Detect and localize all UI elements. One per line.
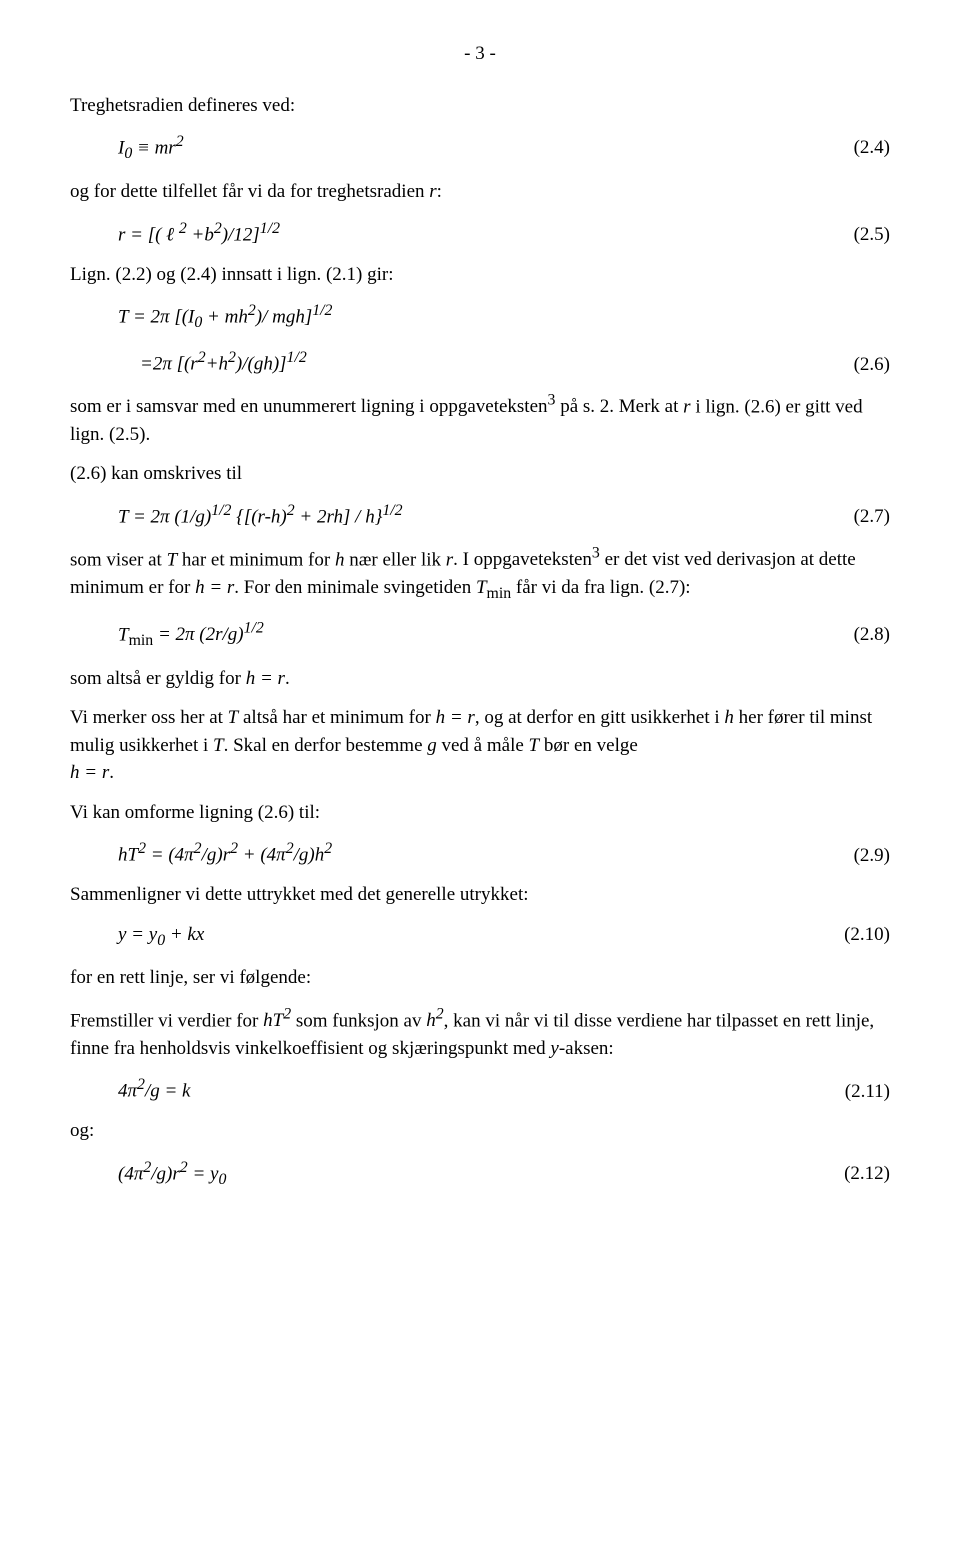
para-5: (2.6) kan omskrives til	[70, 460, 890, 488]
eq-number: (2.10)	[832, 921, 890, 949]
para-12: Fremstiller vi verdier for hT2 som funks…	[70, 1004, 890, 1062]
para-9: Vi kan omforme ligning (2.6) til:	[70, 799, 890, 827]
text: = 2π (2r/g)1/2	[153, 624, 264, 645]
text: h	[724, 707, 734, 728]
text: . For den minimale svingetiden	[234, 577, 476, 598]
equation-2-6a: T = 2π [(I0 + mh2)/ mgh]1/2	[70, 300, 890, 335]
text: r	[429, 181, 436, 202]
text: . Skal en derfor bestemme	[224, 735, 428, 756]
text: Vi merker oss her at	[70, 707, 228, 728]
text: g	[427, 735, 437, 756]
eq-number: (2.4)	[842, 134, 890, 162]
text: T	[476, 577, 487, 598]
text: :	[437, 181, 442, 202]
text: har et minimum for	[177, 549, 335, 570]
eq-body: T = 2π (1/g)1/2 {[(r-h)2 + 2rh] / h}1/2	[118, 500, 842, 531]
text: y	[550, 1038, 558, 1059]
text: som viser at	[70, 549, 167, 570]
page-number: - 3 -	[70, 40, 890, 68]
eq-number: (2.8)	[842, 621, 890, 649]
text: h = r	[246, 668, 285, 689]
para-4: som er i samsvar med en unummerert ligni…	[70, 390, 890, 448]
equation-2-4: I0 ≡ mr2 (2.4)	[70, 131, 890, 166]
eq-body: T = 2π [(I0 + mh2)/ mgh]1/2	[118, 300, 890, 335]
equation-2-11: 4π2/g = k (2.11)	[70, 1074, 890, 1105]
para-13: og:	[70, 1117, 890, 1145]
eq-body: =2π [(r2+h2)/(gh)]1/2	[140, 347, 842, 378]
equation-2-5: r = [( ℓ 2 +b2)/12]1/2 (2.5)	[70, 218, 890, 249]
para-11: for en rett linje, ser vi følgende:	[70, 964, 890, 992]
text: h = r	[195, 577, 234, 598]
text: altså har et minimum for	[238, 707, 435, 728]
text: r	[683, 396, 690, 417]
text: bør en velge	[539, 735, 638, 756]
text: .	[285, 668, 290, 689]
text: h = r	[436, 707, 475, 728]
text: får vi da fra lign. (2.7):	[511, 577, 690, 598]
text: som er i samsvar med en unummerert ligni…	[70, 396, 683, 417]
para-3: Lign. (2.2) og (2.4) innsatt i lign. (2.…	[70, 261, 890, 289]
text: og for dette tilfellet får vi da for tre…	[70, 181, 429, 202]
equation-2-8: Tmin = 2π (2r/g)1/2 (2.8)	[70, 618, 890, 653]
eq-number: (2.5)	[842, 221, 890, 249]
text: T	[529, 735, 540, 756]
text: nær eller lik	[344, 549, 445, 570]
eq-body: hT2 = (4π2/g)r2 + (4π2/g)h2	[118, 838, 842, 869]
text: min	[487, 585, 512, 602]
text: Fremstiller vi verdier for	[70, 1010, 263, 1031]
para-2: og for dette tilfellet får vi da for tre…	[70, 178, 890, 206]
text: -aksen:	[559, 1038, 614, 1059]
para-10: Sammenligner vi dette uttrykket med det …	[70, 881, 890, 909]
equation-2-6b: =2π [(r2+h2)/(gh)]1/2 (2.6)	[70, 347, 890, 378]
eq-body: r = [( ℓ 2 +b2)/12]1/2	[118, 218, 842, 249]
text: ved å måle	[437, 735, 529, 756]
text: T	[213, 735, 224, 756]
para-8: Vi merker oss her at T altså har et mini…	[70, 704, 890, 787]
eq-body: y = y0 + kx	[118, 921, 832, 953]
equation-2-12: (4π2/g)r2 = y0 (2.12)	[70, 1157, 890, 1192]
eq-body: Tmin = 2π (2r/g)1/2	[118, 618, 842, 653]
eq-number: (2.12)	[832, 1160, 890, 1188]
eq-number: (2.11)	[833, 1078, 890, 1106]
para-6: som viser at T har et minimum for h nær …	[70, 543, 890, 606]
text: , og at derfor en gitt usikkerhet i	[475, 707, 725, 728]
text: min	[129, 632, 154, 649]
eq-body: 4π2/g = k	[118, 1074, 833, 1105]
text: h2	[426, 1010, 443, 1031]
eq-number: (2.7)	[842, 503, 890, 531]
text: som altså er gyldig for	[70, 668, 246, 689]
equation-2-10: y = y0 + kx (2.10)	[70, 921, 890, 953]
text: som funksjon av	[291, 1010, 426, 1031]
text: .	[109, 762, 114, 783]
para-intro-1: Treghetsradien defineres ved:	[70, 92, 890, 120]
text: hT2	[263, 1010, 291, 1031]
text: h	[335, 549, 345, 570]
eq-body: (4π2/g)r2 = y0	[118, 1157, 832, 1192]
text: h = r	[70, 762, 109, 783]
eq-number: (2.9)	[842, 842, 890, 870]
text: T	[228, 707, 239, 728]
text: T	[167, 549, 178, 570]
equation-2-7: T = 2π (1/g)1/2 {[(r-h)2 + 2rh] / h}1/2 …	[70, 500, 890, 531]
text: T	[118, 624, 129, 645]
eq-number: (2.6)	[842, 351, 890, 379]
equation-2-9: hT2 = (4π2/g)r2 + (4π2/g)h2 (2.9)	[70, 838, 890, 869]
eq-body: I0 ≡ mr2	[118, 131, 842, 166]
para-7: som altså er gyldig for h = r.	[70, 665, 890, 693]
